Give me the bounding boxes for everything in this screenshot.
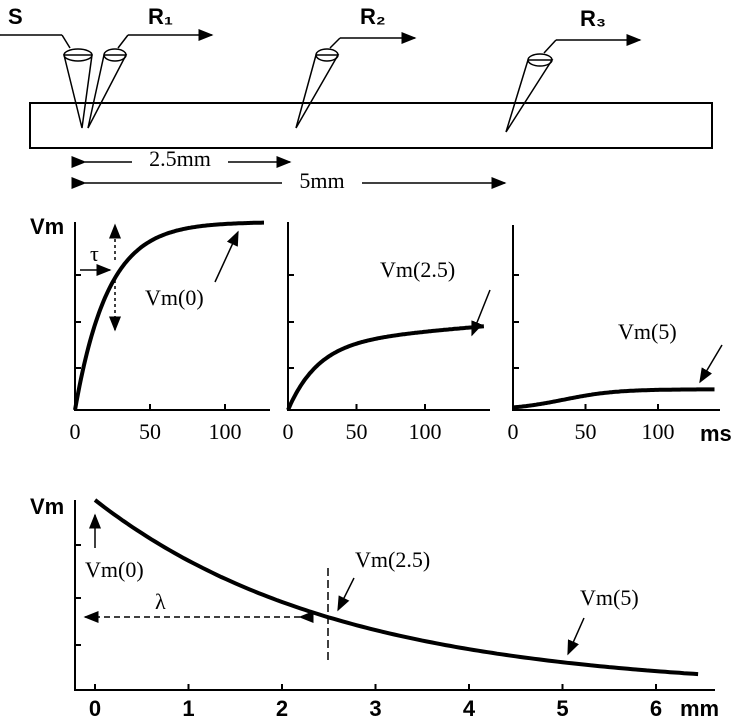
curve-label: Vm(5) bbox=[618, 319, 677, 344]
electrodes bbox=[0, 29, 642, 133]
lambda-label: λ bbox=[155, 589, 166, 614]
x-tick-label: 0 bbox=[70, 419, 81, 444]
x-unit: ms bbox=[700, 421, 732, 446]
x-tick-label: 2 bbox=[276, 696, 288, 720]
x-tick-label: 50 bbox=[575, 419, 597, 444]
curve-label: Vm(2.5) bbox=[380, 257, 455, 282]
x-tick-label: 50 bbox=[346, 419, 368, 444]
response-curve bbox=[73, 220, 264, 411]
x-tick-label: 50 bbox=[139, 419, 161, 444]
y-axis-label: Vm bbox=[30, 214, 64, 239]
x-tick-label: 3 bbox=[369, 696, 381, 720]
stimulus-label: S bbox=[8, 4, 23, 29]
tau-label: τ bbox=[90, 241, 99, 266]
y-axis-label: Vm bbox=[30, 494, 64, 519]
x-unit: mm bbox=[680, 696, 719, 720]
axis bbox=[512, 225, 720, 411]
curve-label: Vm(5) bbox=[580, 585, 639, 610]
response-curve bbox=[512, 387, 715, 410]
curve-label: Vm(2.5) bbox=[355, 547, 430, 572]
distance-label: 5mm bbox=[299, 168, 344, 193]
x-tick-label: 0 bbox=[508, 419, 519, 444]
curve-label: Vm(0) bbox=[145, 285, 204, 310]
x-tick-label: 100 bbox=[409, 419, 442, 444]
x-tick-label: 4 bbox=[463, 696, 476, 720]
curve-label: Vm(0) bbox=[85, 557, 144, 582]
x-tick-label: 100 bbox=[209, 419, 242, 444]
nerve-fiber bbox=[29, 102, 713, 149]
electrode-label: R₃ bbox=[580, 6, 606, 31]
x-tick-label: 1 bbox=[182, 696, 194, 720]
x-tick-label: 6 bbox=[650, 696, 662, 720]
decay-curve bbox=[93, 498, 699, 677]
x-tick-label: 0 bbox=[283, 419, 294, 444]
response-curve bbox=[286, 324, 485, 411]
axis bbox=[74, 500, 715, 691]
axis bbox=[287, 222, 490, 411]
x-tick-label: 100 bbox=[642, 419, 675, 444]
x-tick-label: 5 bbox=[556, 696, 568, 720]
x-tick-label: 0 bbox=[89, 696, 101, 720]
electrode-label: R₁ bbox=[148, 4, 173, 29]
electrode-label: R₂ bbox=[360, 4, 386, 29]
axis bbox=[74, 222, 270, 411]
distance-label: 2.5mm bbox=[149, 146, 211, 171]
